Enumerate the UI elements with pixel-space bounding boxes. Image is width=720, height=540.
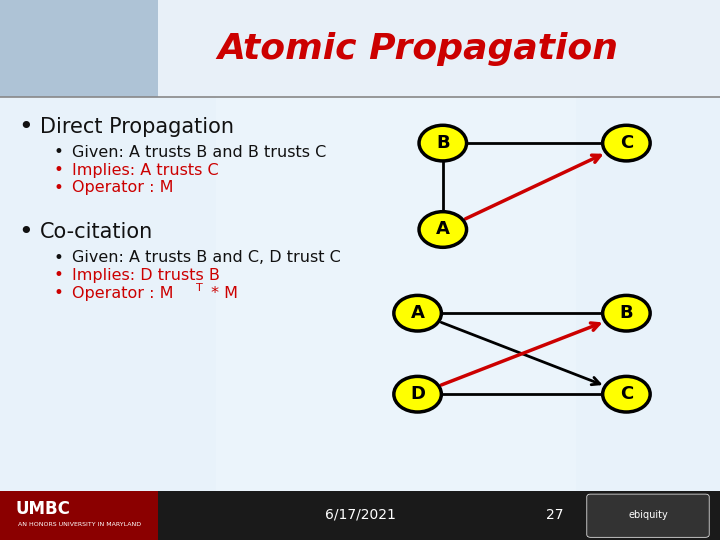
FancyBboxPatch shape bbox=[0, 491, 158, 540]
FancyBboxPatch shape bbox=[0, 0, 720, 491]
Text: ebiquity: ebiquity bbox=[628, 510, 668, 519]
Text: Co-citation: Co-citation bbox=[40, 222, 153, 242]
Text: Operator : M: Operator : M bbox=[72, 180, 174, 195]
Text: C: C bbox=[620, 385, 633, 403]
Text: AN HONORS UNIVERSITY IN MARYLAND: AN HONORS UNIVERSITY IN MARYLAND bbox=[17, 522, 141, 528]
Text: A: A bbox=[410, 304, 425, 322]
Text: •: • bbox=[54, 143, 64, 161]
FancyBboxPatch shape bbox=[587, 494, 709, 537]
Text: •: • bbox=[54, 179, 64, 197]
Circle shape bbox=[419, 125, 467, 161]
Circle shape bbox=[394, 295, 441, 331]
FancyBboxPatch shape bbox=[216, 97, 576, 491]
FancyBboxPatch shape bbox=[0, 491, 720, 540]
Circle shape bbox=[419, 212, 467, 247]
Text: * M: * M bbox=[206, 286, 238, 301]
Text: Implies: D trusts B: Implies: D trusts B bbox=[72, 268, 220, 283]
Text: Operator : M: Operator : M bbox=[72, 286, 174, 301]
Circle shape bbox=[603, 376, 650, 412]
Circle shape bbox=[603, 125, 650, 161]
FancyBboxPatch shape bbox=[158, 0, 720, 97]
Text: B: B bbox=[620, 304, 633, 322]
Text: 27: 27 bbox=[546, 508, 563, 522]
Text: 6/17/2021: 6/17/2021 bbox=[325, 508, 395, 522]
Text: •: • bbox=[54, 161, 64, 179]
Text: Given: A trusts B and B trusts C: Given: A trusts B and B trusts C bbox=[72, 145, 326, 160]
Text: D: D bbox=[410, 385, 425, 403]
Text: A: A bbox=[436, 220, 450, 239]
Text: C: C bbox=[620, 134, 633, 152]
FancyBboxPatch shape bbox=[0, 0, 158, 97]
Text: Implies: A trusts C: Implies: A trusts C bbox=[72, 163, 219, 178]
Circle shape bbox=[394, 376, 441, 412]
Text: T: T bbox=[196, 284, 202, 293]
Text: Given: A trusts B and C, D trust C: Given: A trusts B and C, D trust C bbox=[72, 250, 341, 265]
Text: Direct Propagation: Direct Propagation bbox=[40, 117, 233, 137]
Text: •: • bbox=[54, 248, 64, 267]
Text: UMBC: UMBC bbox=[16, 500, 71, 518]
Text: •: • bbox=[54, 266, 64, 285]
Text: •: • bbox=[18, 220, 32, 244]
Text: B: B bbox=[436, 134, 449, 152]
Circle shape bbox=[603, 295, 650, 331]
Text: •: • bbox=[18, 115, 32, 139]
FancyBboxPatch shape bbox=[0, 0, 720, 97]
Text: •: • bbox=[54, 284, 64, 302]
Text: Atomic Propagation: Atomic Propagation bbox=[217, 32, 618, 65]
